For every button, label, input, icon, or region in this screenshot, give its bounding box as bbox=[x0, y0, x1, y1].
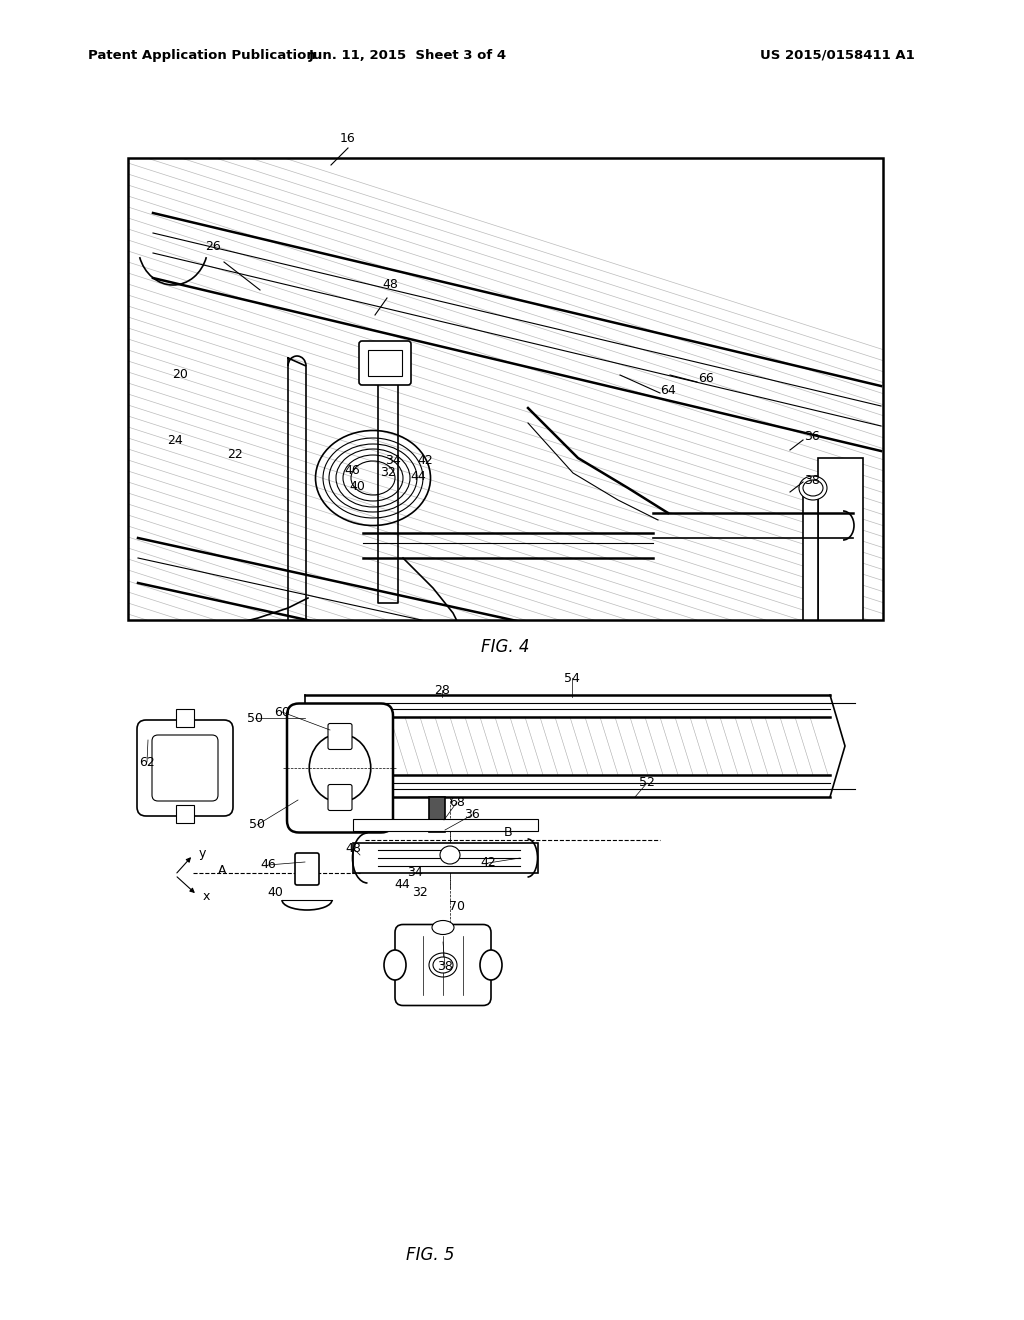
Text: 40: 40 bbox=[349, 480, 365, 494]
FancyBboxPatch shape bbox=[328, 723, 352, 750]
Text: 28: 28 bbox=[434, 684, 450, 697]
Bar bbox=[368, 350, 402, 376]
Ellipse shape bbox=[309, 734, 371, 803]
FancyBboxPatch shape bbox=[295, 853, 319, 884]
FancyBboxPatch shape bbox=[287, 704, 393, 833]
Text: US 2015/0158411 A1: US 2015/0158411 A1 bbox=[760, 49, 914, 62]
Text: 70: 70 bbox=[449, 900, 465, 913]
Text: B: B bbox=[504, 825, 512, 838]
FancyBboxPatch shape bbox=[359, 341, 411, 385]
Text: 42: 42 bbox=[480, 857, 496, 870]
Ellipse shape bbox=[799, 477, 827, 500]
Ellipse shape bbox=[433, 957, 453, 973]
Ellipse shape bbox=[429, 953, 457, 977]
Bar bbox=[803, 488, 818, 657]
Text: 50: 50 bbox=[247, 711, 263, 725]
Text: 44: 44 bbox=[411, 470, 426, 483]
Text: 48: 48 bbox=[382, 279, 398, 292]
Text: 32: 32 bbox=[380, 466, 396, 479]
Text: 52: 52 bbox=[639, 776, 655, 789]
Text: 34: 34 bbox=[408, 866, 423, 879]
Text: 66: 66 bbox=[698, 371, 714, 384]
Text: FIG. 4: FIG. 4 bbox=[481, 638, 529, 656]
Text: 44: 44 bbox=[394, 879, 410, 891]
Text: 36: 36 bbox=[804, 430, 820, 444]
Ellipse shape bbox=[440, 846, 460, 865]
Text: FIG. 5: FIG. 5 bbox=[406, 1246, 455, 1265]
Text: 40: 40 bbox=[267, 887, 283, 899]
Text: 38: 38 bbox=[804, 474, 820, 487]
Bar bbox=[818, 458, 863, 688]
FancyBboxPatch shape bbox=[152, 735, 218, 801]
Bar bbox=[128, 158, 883, 620]
Text: y: y bbox=[199, 846, 207, 859]
Text: Patent Application Publication: Patent Application Publication bbox=[88, 49, 315, 62]
Ellipse shape bbox=[432, 920, 454, 935]
Text: 62: 62 bbox=[139, 755, 155, 768]
Text: 36: 36 bbox=[464, 808, 480, 821]
Text: 32: 32 bbox=[412, 887, 428, 899]
Text: 26: 26 bbox=[205, 240, 221, 253]
Bar bbox=[176, 709, 194, 727]
Text: 46: 46 bbox=[344, 463, 359, 477]
Text: 50: 50 bbox=[249, 818, 265, 832]
Text: 16: 16 bbox=[340, 132, 356, 144]
Ellipse shape bbox=[480, 950, 502, 979]
Text: 38: 38 bbox=[437, 961, 453, 974]
Text: 34: 34 bbox=[385, 454, 400, 466]
FancyBboxPatch shape bbox=[328, 784, 352, 810]
Bar bbox=[352, 843, 538, 873]
FancyBboxPatch shape bbox=[137, 719, 233, 816]
Bar bbox=[429, 797, 445, 832]
Text: 68: 68 bbox=[450, 796, 465, 808]
Ellipse shape bbox=[384, 950, 406, 979]
Text: 48: 48 bbox=[345, 842, 360, 854]
Text: 54: 54 bbox=[564, 672, 580, 685]
Text: 60: 60 bbox=[274, 705, 290, 718]
Text: A: A bbox=[218, 863, 226, 876]
Text: 24: 24 bbox=[167, 433, 183, 446]
Ellipse shape bbox=[803, 480, 823, 496]
Text: 20: 20 bbox=[172, 368, 188, 381]
Bar bbox=[352, 818, 538, 832]
Text: x: x bbox=[203, 891, 210, 903]
Bar bbox=[128, 158, 883, 620]
FancyBboxPatch shape bbox=[395, 924, 490, 1006]
Text: 42: 42 bbox=[417, 454, 433, 466]
Text: Jun. 11, 2015  Sheet 3 of 4: Jun. 11, 2015 Sheet 3 of 4 bbox=[309, 49, 507, 62]
Text: 64: 64 bbox=[660, 384, 676, 396]
Text: 46: 46 bbox=[260, 858, 275, 871]
Text: 22: 22 bbox=[227, 449, 243, 462]
Bar bbox=[176, 805, 194, 822]
